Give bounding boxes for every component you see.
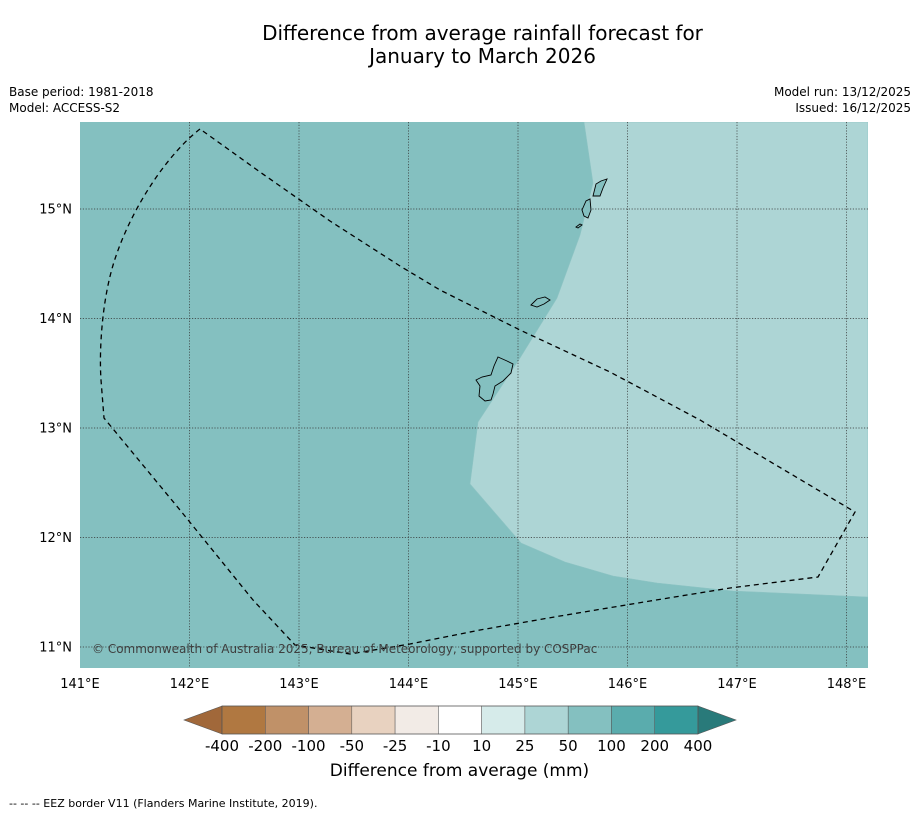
colorbar-tick-label: -200	[248, 737, 282, 755]
eez-border	[99, 128, 856, 655]
meta-left: Base period: 1981-2018 Model: ACCESS-S2	[9, 84, 154, 116]
colorbar-tick-label: -100	[292, 737, 326, 755]
colorbar-segment	[438, 705, 482, 735]
chart-title: Difference from average rainfall forecas…	[0, 22, 919, 68]
colorbar-segment	[611, 705, 655, 735]
colorbar-tick-label: -400	[205, 737, 239, 755]
lat-label: 15°N	[39, 203, 72, 218]
colorbar-segment	[481, 705, 526, 735]
lat-label: 11°N	[39, 641, 72, 656]
colorbar-tick-label: 400	[684, 737, 713, 755]
colorbar-tick-label: -50	[340, 737, 365, 755]
colorbar-outline	[221, 705, 699, 735]
colorbar-segment	[221, 705, 266, 735]
lon-label: 141°E	[60, 677, 100, 692]
island-tinian	[581, 198, 592, 219]
colorbar-segment	[351, 705, 396, 735]
lat-label: 14°N	[39, 312, 72, 327]
colorbar-extend-left	[183, 705, 223, 735]
lon-label: 146°E	[608, 677, 648, 692]
base-period-text: Base period: 1981-2018	[9, 85, 154, 99]
colorbar-segments	[221, 705, 699, 735]
model-run-text: Model run: 13/12/2025	[773, 85, 911, 99]
longitude-labels: 141°E 142°E 143°E 144°E 145°E 146°E 147°…	[60, 677, 866, 692]
colorbar-segment	[394, 705, 439, 735]
colorbar: -400 -200 -100 -50 -25 -10 10 25 50 100 200 400	[183, 705, 737, 755]
title-line-1: Difference from average rainfall forecas…	[262, 21, 703, 45]
colorbar-tick-label: 10	[472, 737, 491, 755]
colorbar-tick-label: 25	[515, 737, 534, 755]
title-line-2: January to March 2026	[369, 44, 596, 68]
lon-label: 144°E	[389, 677, 429, 692]
colorbar-tick-label: -25	[383, 737, 408, 755]
issued-text: Issued: 16/12/2025	[795, 101, 911, 115]
meta-right: Model run: 13/12/2025 Issued: 16/12/2025	[774, 84, 911, 116]
colorbar-segment	[524, 705, 569, 735]
eez-footnote: -- -- -- EEZ border V11 (Flanders Marine…	[9, 797, 318, 810]
latitude-labels: 15°N 14°N 13°N 12°N 11°N	[39, 203, 72, 656]
colorbar-segment	[654, 705, 699, 735]
lat-label: 13°N	[39, 422, 72, 437]
colorbar-tick-label: 50	[559, 737, 578, 755]
island-guam	[475, 356, 514, 402]
island-saipan	[592, 178, 608, 197]
colorbar-tick-label: 100	[597, 737, 626, 755]
lon-label: 142°E	[170, 677, 210, 692]
lon-label: 143°E	[279, 677, 319, 692]
colorbar-segment	[265, 705, 309, 735]
lon-label: 147°E	[717, 677, 757, 692]
lon-label: 145°E	[498, 677, 538, 692]
lat-label: 12°N	[39, 531, 72, 546]
colorbar-segment	[308, 705, 353, 735]
colorbar-tick-label: -10	[426, 737, 451, 755]
model-text: Model: ACCESS-S2	[9, 101, 121, 115]
island-rota	[530, 296, 551, 308]
colorbar-extend-right	[697, 705, 737, 735]
map-copyright: © Commonwealth of Australia 2025, Bureau…	[92, 642, 597, 656]
rainfall-region-light	[469, 122, 868, 598]
lon-label: 148°E	[827, 677, 867, 692]
colorbar-tick-label: 200	[640, 737, 669, 755]
islands	[475, 178, 608, 402]
colorbar-labels: -400 -200 -100 -50 -25 -10 10 25 50 100 200 400	[205, 737, 712, 755]
island-aguijan	[575, 223, 583, 229]
colorbar-segment	[567, 705, 612, 735]
colorbar-title: Difference from average (mm)	[329, 761, 590, 781]
